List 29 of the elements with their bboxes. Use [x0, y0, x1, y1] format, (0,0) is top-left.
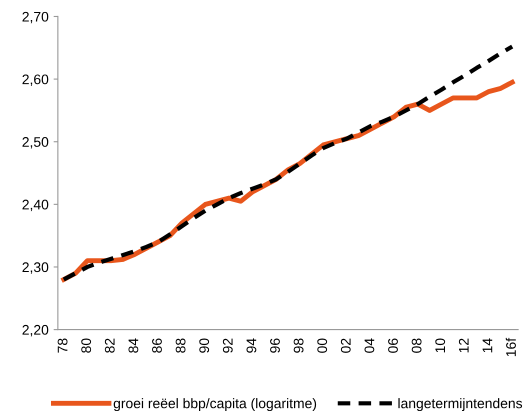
- x-tick-label: 86: [152, 338, 162, 353]
- x-tick-label: 92: [222, 338, 233, 353]
- x-tick-label: 98: [294, 338, 304, 353]
- x-tick-label: 06: [388, 338, 398, 353]
- line-series: [62, 44, 514, 282]
- y-tick-label: 2,40: [22, 200, 48, 212]
- x-tick-label: 96: [270, 338, 280, 353]
- x-tick-label: 78: [58, 338, 68, 353]
- y-tick-label: 2,20: [22, 324, 48, 336]
- x-tick-label: 84: [128, 338, 138, 353]
- x-tick-label: 02: [340, 338, 351, 353]
- x-tick-label: 80: [81, 338, 92, 353]
- x-tick-label: 16f: [506, 338, 516, 356]
- x-tick-label: 10: [435, 338, 446, 352]
- y-tick-label: 2,60: [22, 74, 48, 86]
- x-tick-label: 04: [364, 338, 374, 353]
- x-tick-label: 82: [104, 338, 115, 353]
- y-tick-label: 2,30: [22, 262, 48, 274]
- x-tick-label: 08: [412, 338, 422, 353]
- legend-label: langetermijntendens: [398, 398, 522, 412]
- x-tick-label: 94: [246, 338, 256, 353]
- y-tick-label: 2,50: [22, 137, 48, 149]
- x-tick-label: 90: [199, 338, 210, 353]
- x-tick-label: 88: [176, 338, 186, 353]
- x-tick-label: 14: [482, 338, 492, 352]
- legend-label: groei reëel bbp/capita (logaritme): [114, 398, 316, 412]
- y-tick-label: 2,70: [22, 12, 48, 24]
- x-tick-label: 12: [458, 338, 469, 352]
- x-tick-label: 00: [317, 338, 328, 353]
